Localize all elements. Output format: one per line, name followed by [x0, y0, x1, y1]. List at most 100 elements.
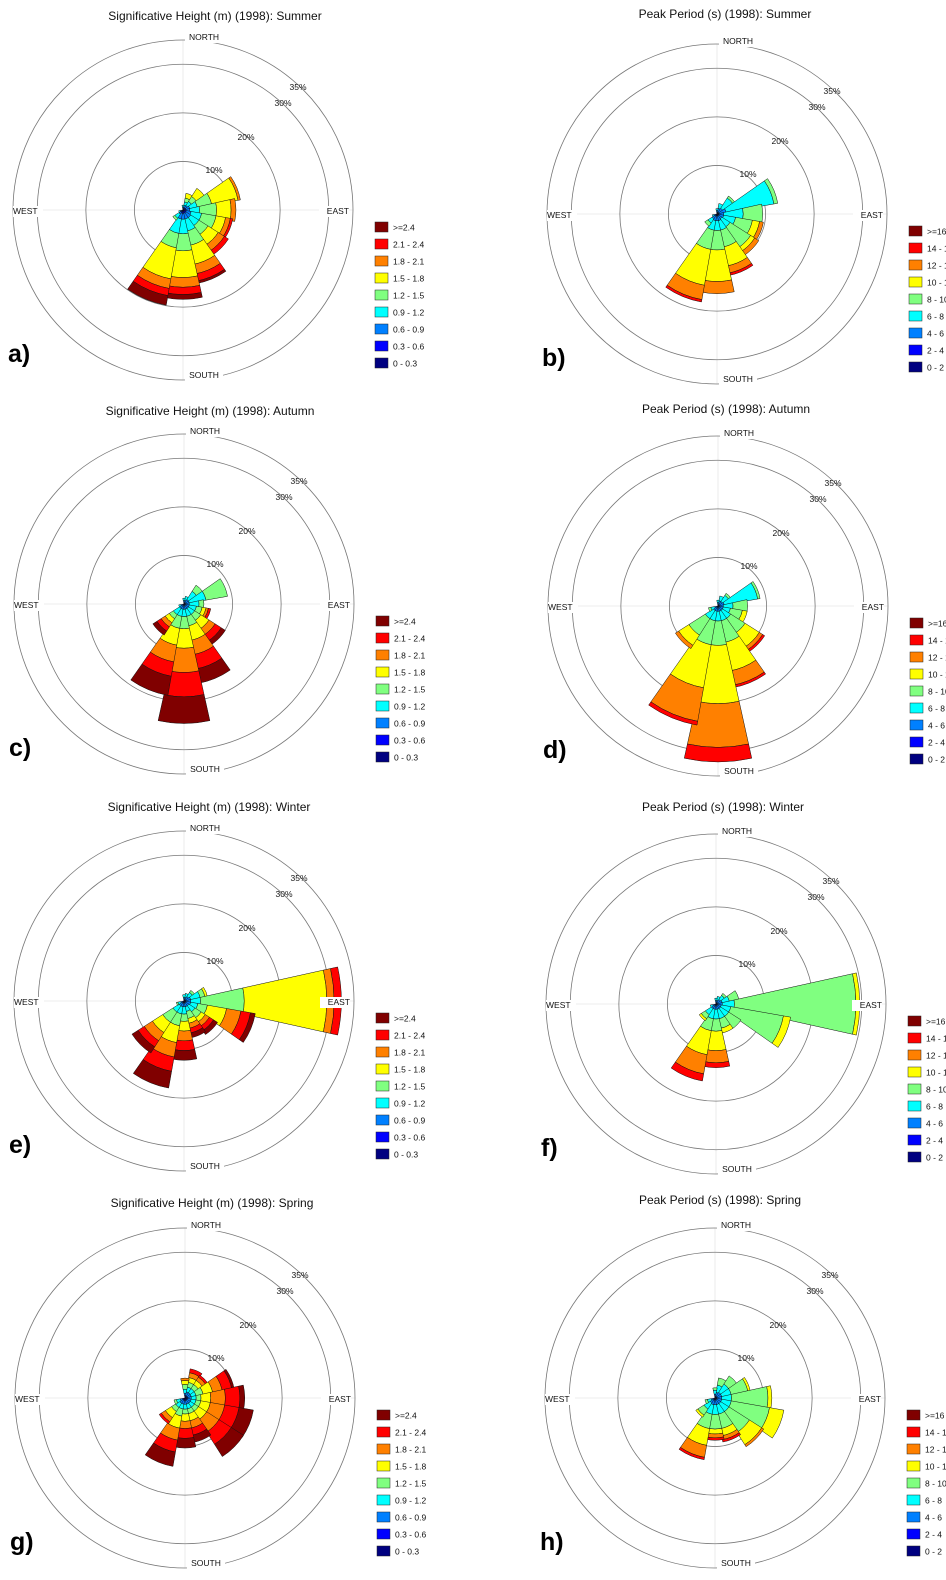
wedge-sector-5-bin-6	[744, 1427, 765, 1448]
legend-label: 4 - 6	[927, 329, 944, 339]
panel-title: Peak Period (s) (1998): Autumn	[642, 402, 810, 416]
legend-swatch	[907, 1083, 922, 1095]
legend-label: >=2.4	[394, 617, 416, 627]
legend-swatch	[375, 649, 390, 661]
legend-swatch	[375, 717, 390, 729]
wedge-sector-9-bin-5	[698, 1013, 707, 1022]
ring-label-20: 20%	[769, 1320, 786, 1330]
wedge-sector-7-bin-8	[157, 694, 211, 724]
legend: >=16 14 - 16 12 - 14 10 - 12 8 - 10 6 - 8 4 - …	[909, 617, 946, 765]
direction-label-bg	[15, 1394, 45, 1405]
legend-label: 12 - 14	[927, 261, 946, 271]
legend-label: 1.5 - 1.8	[394, 1065, 425, 1075]
legend-swatch	[908, 276, 923, 288]
direction-label-bg	[545, 1394, 575, 1405]
ring-label-30: 30%	[807, 892, 824, 902]
legend-swatch	[907, 1100, 922, 1112]
direction-label-bg	[718, 826, 756, 837]
legend-label: 2 - 4	[925, 1530, 942, 1540]
wedge-sector-8-bin-8	[144, 1442, 176, 1467]
ring-label-30: 30%	[809, 494, 826, 504]
ring-label-10: 10%	[737, 1353, 754, 1363]
legend-swatch	[375, 1114, 390, 1126]
panel-letter: d)	[543, 736, 567, 764]
ring-label-35: 35%	[823, 86, 840, 96]
legend-swatch	[907, 1151, 922, 1163]
ring-label-10: 10%	[738, 959, 755, 969]
legend-label: 1.8 - 2.1	[393, 257, 424, 267]
legend-swatch	[375, 632, 390, 644]
direction-label-bg	[185, 32, 223, 43]
legend-label: 0.3 - 0.6	[394, 1133, 425, 1143]
legend-swatch	[908, 259, 923, 271]
legend-swatch	[375, 1097, 390, 1109]
panel-title: Peak Period (s) (1998): Winter	[642, 800, 804, 814]
wedge-sector-2-bin-4	[763, 178, 779, 205]
direction-label-north: NORTH	[721, 1220, 751, 1230]
legend-label: 0.9 - 1.2	[393, 308, 424, 318]
panel-title: Significative Height (m) (1998): Summer	[108, 9, 321, 23]
legend-swatch	[374, 272, 389, 284]
direction-label-bg	[852, 1000, 882, 1011]
ring-label-20: 20%	[770, 926, 787, 936]
direction-label-bg	[319, 206, 349, 217]
legend-label: 14 - 16	[925, 1428, 946, 1438]
ring-label-20: 20%	[237, 132, 254, 142]
legend-label: 6 - 8	[926, 1102, 943, 1112]
legend-swatch	[908, 344, 923, 356]
wedge-sector-9-bin-6	[675, 630, 694, 649]
wedge-sector-10-bin-4	[176, 1001, 180, 1006]
ring-label-30: 30%	[274, 98, 291, 108]
ring-label-35: 35%	[822, 876, 839, 886]
direction-label-bg	[185, 370, 223, 381]
legend-swatch	[376, 1528, 391, 1540]
wedge-sector-8-bin-7	[670, 1061, 704, 1082]
legend-label: 0.9 - 1.2	[394, 1099, 425, 1109]
direction-label-bg	[186, 1161, 224, 1172]
direction-label-west: WEST	[547, 210, 572, 220]
direction-label-south: SOUTH	[191, 1558, 221, 1568]
wedge-sector-6-bin-7	[722, 1432, 741, 1443]
legend-label: 12 - 14	[926, 1051, 946, 1061]
legend-label: 10 - 12	[926, 1068, 946, 1078]
legend-label: >=16	[928, 619, 946, 629]
wedge-sector-5-bin-8	[202, 1019, 218, 1035]
wedge-sector-10-bin-4	[708, 606, 713, 612]
wedge-sector-8-bin-7	[665, 284, 703, 303]
legend-swatch	[376, 1443, 391, 1455]
legend-swatch	[909, 668, 924, 680]
wedge-sector-8-bin-8	[127, 280, 169, 306]
legend-label: 14 - 16	[928, 636, 946, 646]
ring-20	[619, 116, 815, 312]
legend-label: 0 - 0.3	[395, 1547, 419, 1557]
legend-label: >=16	[926, 1017, 946, 1027]
legend-label: 0.3 - 0.6	[395, 1530, 426, 1540]
wedge-sector-10-bin-3	[709, 1004, 714, 1008]
legend-swatch	[909, 719, 924, 731]
wedge-sector-2-bin-6	[228, 176, 241, 201]
direction-label-east: EAST	[861, 210, 883, 220]
legend-swatch	[374, 255, 389, 267]
legend-label: 14 - 16	[926, 1034, 946, 1044]
legend-swatch	[908, 361, 923, 373]
direction-label-bg	[853, 210, 883, 221]
wedge-sector-9-bin-8	[131, 1029, 156, 1054]
legend-swatch	[374, 238, 389, 250]
legend-label: 0 - 0.3	[394, 753, 418, 763]
direction-label-south: SOUTH	[190, 764, 220, 774]
panel-letter: g)	[10, 1528, 34, 1556]
direction-label-north: NORTH	[190, 823, 220, 833]
direction-label-east: EAST	[329, 1394, 351, 1404]
ring-label-35: 35%	[290, 476, 307, 486]
direction-label-south: SOUTH	[724, 766, 754, 776]
ring-label-10: 10%	[207, 1353, 224, 1363]
legend-label: 8 - 10	[926, 1085, 946, 1095]
legend-label: 0.9 - 1.2	[395, 1496, 426, 1506]
legend-swatch	[907, 1117, 922, 1129]
wedge-sector-11-bin-2	[183, 1392, 187, 1396]
legend-swatch	[906, 1460, 921, 1472]
wedge-sector-10-bin-4	[173, 1399, 179, 1405]
legend-label: 2 - 4	[926, 1136, 943, 1146]
legend-swatch	[906, 1426, 921, 1438]
